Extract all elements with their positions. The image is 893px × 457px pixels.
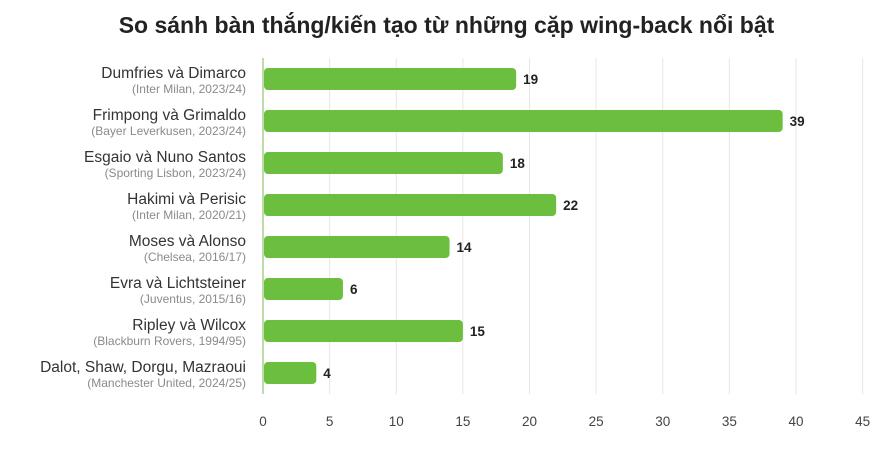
x-tick-label: 5: [326, 414, 334, 429]
category-sublabel: (Inter Milan, 2020/21): [132, 208, 246, 222]
bar: [264, 278, 343, 300]
bar: [264, 152, 503, 174]
data-label: 22: [563, 198, 578, 213]
category-sublabel: (Inter Milan, 2023/24): [132, 82, 246, 96]
bar: [264, 362, 317, 384]
data-label: 4: [323, 366, 331, 381]
category-label: Frimpong và Grimaldo: [93, 107, 246, 124]
x-tick-label: 40: [788, 414, 803, 429]
data-label: 6: [350, 282, 358, 297]
category-label: Evra và Lichtsteiner: [110, 275, 246, 292]
category-label: Dalot, Shaw, Dorgu, Mazraoui: [40, 359, 246, 376]
bar: [264, 110, 783, 132]
bar: [264, 194, 557, 216]
data-label: 14: [457, 240, 473, 255]
x-tick-label: 0: [259, 414, 267, 429]
category-label: Dumfries và Dimarco: [101, 65, 246, 82]
category-label: Ripley và Wilcox: [132, 317, 246, 334]
x-tick-label: 15: [455, 414, 470, 429]
x-tick-label: 20: [522, 414, 537, 429]
x-tick-label: 25: [589, 414, 604, 429]
bar: [264, 236, 450, 258]
chart-title: So sánh bàn thắng/kiến tạo từ những cặp …: [118, 12, 775, 38]
x-tick-label: 35: [722, 414, 737, 429]
category-label: Moses và Alonso: [129, 233, 246, 250]
data-label: 18: [510, 156, 526, 171]
category-label: Esgaio và Nuno Santos: [84, 149, 246, 166]
x-tick-label: 10: [389, 414, 404, 429]
bar: [264, 320, 463, 342]
x-tick-label: 30: [655, 414, 670, 429]
data-label: 19: [523, 72, 538, 87]
category-sublabel: (Bayer Leverkusen, 2023/24): [91, 124, 246, 138]
category-sublabel: (Chelsea, 2016/17): [144, 250, 246, 264]
data-label: 39: [790, 114, 805, 129]
category-sublabel: (Juventus, 2015/16): [140, 292, 246, 306]
category-sublabel: (Sporting Lisbon, 2023/24): [105, 166, 246, 180]
category-label: Hakimi và Perisic: [127, 191, 246, 208]
category-sublabel: (Blackburn Rovers, 1994/95): [93, 334, 246, 348]
category-sublabel: (Manchester United, 2024/25): [87, 376, 246, 390]
bar: [264, 68, 517, 90]
data-label: 15: [470, 324, 486, 339]
x-tick-label: 45: [855, 414, 870, 429]
